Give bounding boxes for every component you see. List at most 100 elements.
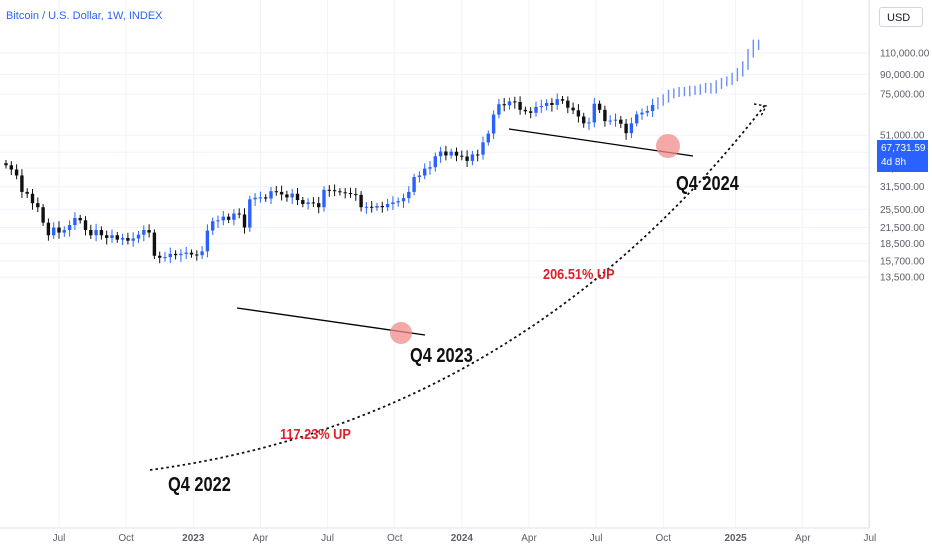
candle-body — [73, 218, 77, 226]
q4-2022-label: Q4 2022 — [168, 474, 231, 496]
candle-body — [560, 99, 565, 101]
candle-body — [539, 105, 543, 107]
candle-body — [142, 230, 146, 235]
candle-body — [507, 101, 512, 106]
candle-body — [226, 216, 231, 220]
candle-body — [603, 109, 607, 122]
candle-body — [253, 197, 257, 200]
candle-body — [401, 198, 406, 202]
x-tick-label: Apr — [521, 533, 537, 544]
candle-body — [465, 156, 469, 161]
candle-body — [179, 253, 183, 256]
candle-body — [624, 123, 628, 134]
candle-body — [211, 221, 215, 231]
x-tick-label: Jul — [590, 533, 603, 544]
y-tick-label: 21,500.00 — [880, 223, 925, 234]
x-tick-label: 2025 — [724, 533, 747, 544]
candle-body — [46, 222, 51, 236]
candle-body — [290, 193, 294, 198]
candle-body — [136, 234, 141, 239]
x-tick-label: Apr — [795, 533, 811, 544]
x-tick-label: 2023 — [182, 533, 205, 544]
candle-body — [619, 119, 623, 124]
candle-body — [311, 202, 316, 204]
candle-body — [30, 193, 35, 204]
candle-body — [195, 254, 199, 256]
candle-body — [391, 202, 395, 204]
candle-body — [650, 104, 655, 111]
candle-body — [597, 103, 602, 110]
candle-body — [216, 220, 220, 222]
time-axis[interactable]: Jul Oct 2023 Apr Jul Oct 2024 Apr Jul Oct 2025 Apr J… — [53, 533, 877, 544]
candle-body — [332, 190, 337, 192]
candle-body — [550, 102, 554, 105]
candle-body — [163, 257, 167, 259]
candle-body — [364, 206, 369, 208]
candle-body — [110, 235, 114, 238]
y-tick-label: 13,500.00 — [880, 273, 925, 284]
candle-body — [481, 142, 485, 155]
candle-body — [115, 235, 119, 240]
candle-body — [57, 227, 61, 233]
candle-body — [322, 189, 326, 208]
candle-body — [502, 104, 506, 106]
candle-body — [168, 253, 172, 258]
candle-body — [232, 213, 236, 220]
candle-body — [592, 103, 596, 123]
grid — [0, 0, 871, 528]
candle-body — [20, 175, 24, 192]
candle-body — [380, 205, 384, 208]
candle-body — [423, 168, 427, 176]
candle-body — [242, 214, 247, 228]
support-arrowhead — [753, 103, 768, 117]
x-tick-label: Jul — [53, 533, 66, 544]
candle-body — [582, 116, 586, 124]
breakout-highlight-2023 — [390, 322, 412, 344]
trendlines — [149, 103, 768, 471]
candle-body — [513, 101, 517, 103]
q4-2024-label: Q4 2024 — [676, 173, 739, 195]
candle-body — [317, 203, 321, 208]
candle-body — [200, 251, 204, 256]
support-curve — [149, 104, 766, 471]
gain-2023-label: 117.23% UP — [280, 426, 351, 443]
currency-button[interactable]: USD — [879, 7, 923, 27]
candle-body — [523, 109, 528, 112]
candle-body — [89, 230, 93, 236]
candle-body — [566, 100, 570, 108]
candle-body — [269, 191, 273, 199]
candle-body — [258, 197, 263, 199]
candle-body — [412, 176, 416, 192]
candle-body — [285, 194, 289, 198]
candle-body — [295, 193, 300, 201]
candle-body — [78, 218, 82, 221]
y-tick-label: 25,500.00 — [880, 205, 925, 216]
candle-body — [385, 203, 390, 208]
candle-body — [370, 206, 374, 208]
candle-body — [248, 199, 252, 228]
candle-body — [438, 151, 443, 157]
x-tick-label: Jul — [864, 533, 877, 544]
candle-body — [576, 110, 581, 117]
candle-body — [444, 151, 448, 156]
candle-body — [396, 201, 400, 203]
y-tick-label: 110,000.00 — [880, 49, 930, 60]
candle-body — [25, 191, 29, 194]
candle-body — [264, 197, 268, 199]
candle-body — [52, 227, 56, 236]
candle-body — [640, 112, 644, 115]
candle-body — [189, 252, 194, 255]
candle-body — [555, 99, 559, 105]
candle-body — [152, 232, 157, 256]
candle-body — [62, 230, 66, 233]
candle-body — [449, 151, 453, 156]
candle-body — [120, 237, 125, 240]
candle-body — [613, 119, 618, 121]
symbol-title[interactable]: Bitcoin / U.S. Dollar, 1W, INDEX — [6, 10, 163, 22]
x-tick-label: Oct — [387, 533, 403, 544]
x-tick-label: 2024 — [451, 533, 474, 544]
candle-body — [237, 213, 241, 215]
candle-body — [41, 207, 45, 223]
candle-body — [67, 225, 72, 231]
